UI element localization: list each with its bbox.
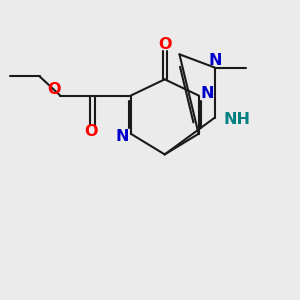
Text: O: O <box>47 82 61 97</box>
Text: O: O <box>84 124 98 139</box>
Text: N: N <box>208 53 221 68</box>
Text: NH: NH <box>223 112 250 128</box>
Text: N: N <box>200 86 214 101</box>
Text: N: N <box>116 129 129 144</box>
Text: O: O <box>158 38 172 52</box>
